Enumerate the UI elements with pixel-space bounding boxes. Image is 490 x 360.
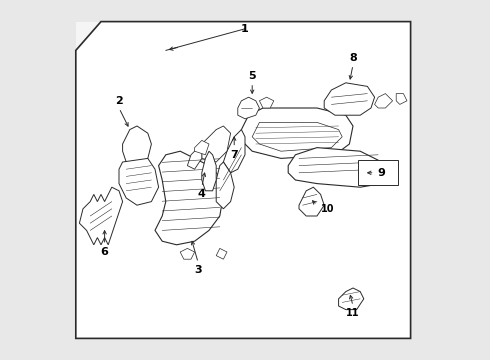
Polygon shape: [299, 187, 324, 216]
FancyBboxPatch shape: [358, 160, 398, 185]
Polygon shape: [242, 108, 353, 158]
Text: 2: 2: [115, 96, 123, 106]
Text: 8: 8: [349, 53, 357, 63]
Polygon shape: [216, 248, 227, 259]
Polygon shape: [195, 140, 209, 155]
Text: 9: 9: [378, 168, 386, 178]
Polygon shape: [223, 130, 245, 173]
Polygon shape: [79, 187, 122, 245]
Polygon shape: [202, 126, 231, 162]
Polygon shape: [259, 97, 274, 108]
Text: 10: 10: [321, 204, 335, 214]
Polygon shape: [180, 248, 195, 259]
Text: 3: 3: [195, 265, 202, 275]
Polygon shape: [122, 126, 151, 166]
Polygon shape: [76, 22, 411, 338]
Text: 5: 5: [248, 71, 256, 81]
Polygon shape: [396, 94, 407, 104]
Polygon shape: [288, 148, 389, 187]
Polygon shape: [76, 22, 411, 338]
Text: 11: 11: [346, 308, 360, 318]
Polygon shape: [155, 151, 223, 245]
Text: 7: 7: [230, 150, 238, 160]
Text: 6: 6: [100, 247, 109, 257]
Polygon shape: [216, 162, 234, 209]
Text: 1: 1: [241, 24, 249, 34]
Polygon shape: [324, 83, 374, 115]
Polygon shape: [187, 144, 202, 169]
Polygon shape: [238, 97, 259, 119]
Text: 4: 4: [198, 189, 206, 199]
Polygon shape: [119, 158, 159, 205]
Polygon shape: [202, 151, 216, 191]
Polygon shape: [374, 94, 392, 108]
Polygon shape: [339, 288, 364, 310]
